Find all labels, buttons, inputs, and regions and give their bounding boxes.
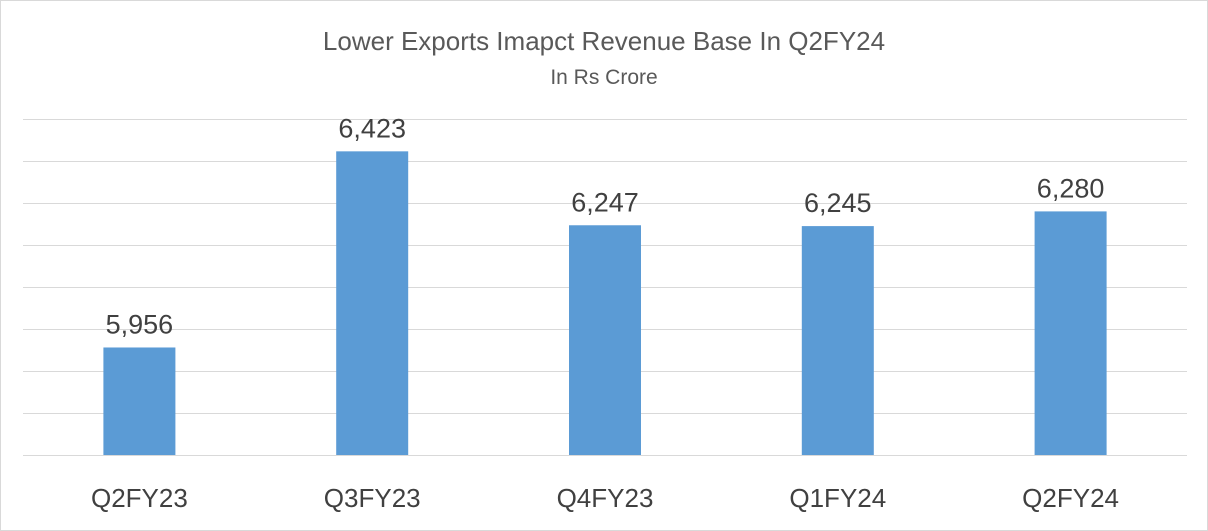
data-label-q2fy24: 6,280: [1037, 173, 1105, 203]
bars: [103, 151, 1107, 455]
bar-q1fy24: [801, 226, 874, 455]
data-labels: 5,956 6,423 6,247 6,245 6,280: [106, 113, 1105, 339]
data-label-q1fy24: 6,245: [804, 188, 872, 218]
bar-q2fy24: [1034, 211, 1107, 455]
x-axis-tick-labels: Q2FY23 Q3FY23 Q4FY23 Q1FY24 Q2FY24: [91, 483, 1119, 513]
chart-subtitle: In Rs Crore: [550, 66, 657, 89]
data-label-q2fy23: 5,956: [106, 309, 174, 339]
bar-q4fy23: [569, 225, 641, 455]
x-tick-label-q2fy23: Q2FY23: [91, 483, 188, 513]
bar-q2fy23: [103, 347, 176, 455]
data-label-q3fy23: 6,423: [338, 113, 406, 143]
x-tick-label-q4fy23: Q4FY23: [557, 483, 654, 513]
bar-q3fy23: [336, 151, 409, 455]
x-tick-label-q2fy24: Q2FY24: [1022, 483, 1119, 513]
x-tick-label-q3fy23: Q3FY23: [324, 483, 421, 513]
x-tick-label-q1fy24: Q1FY24: [789, 483, 886, 513]
chart-title: Lower Exports Imapct Revenue Base In Q2F…: [323, 26, 885, 56]
data-label-q4fy23: 6,247: [571, 187, 639, 217]
